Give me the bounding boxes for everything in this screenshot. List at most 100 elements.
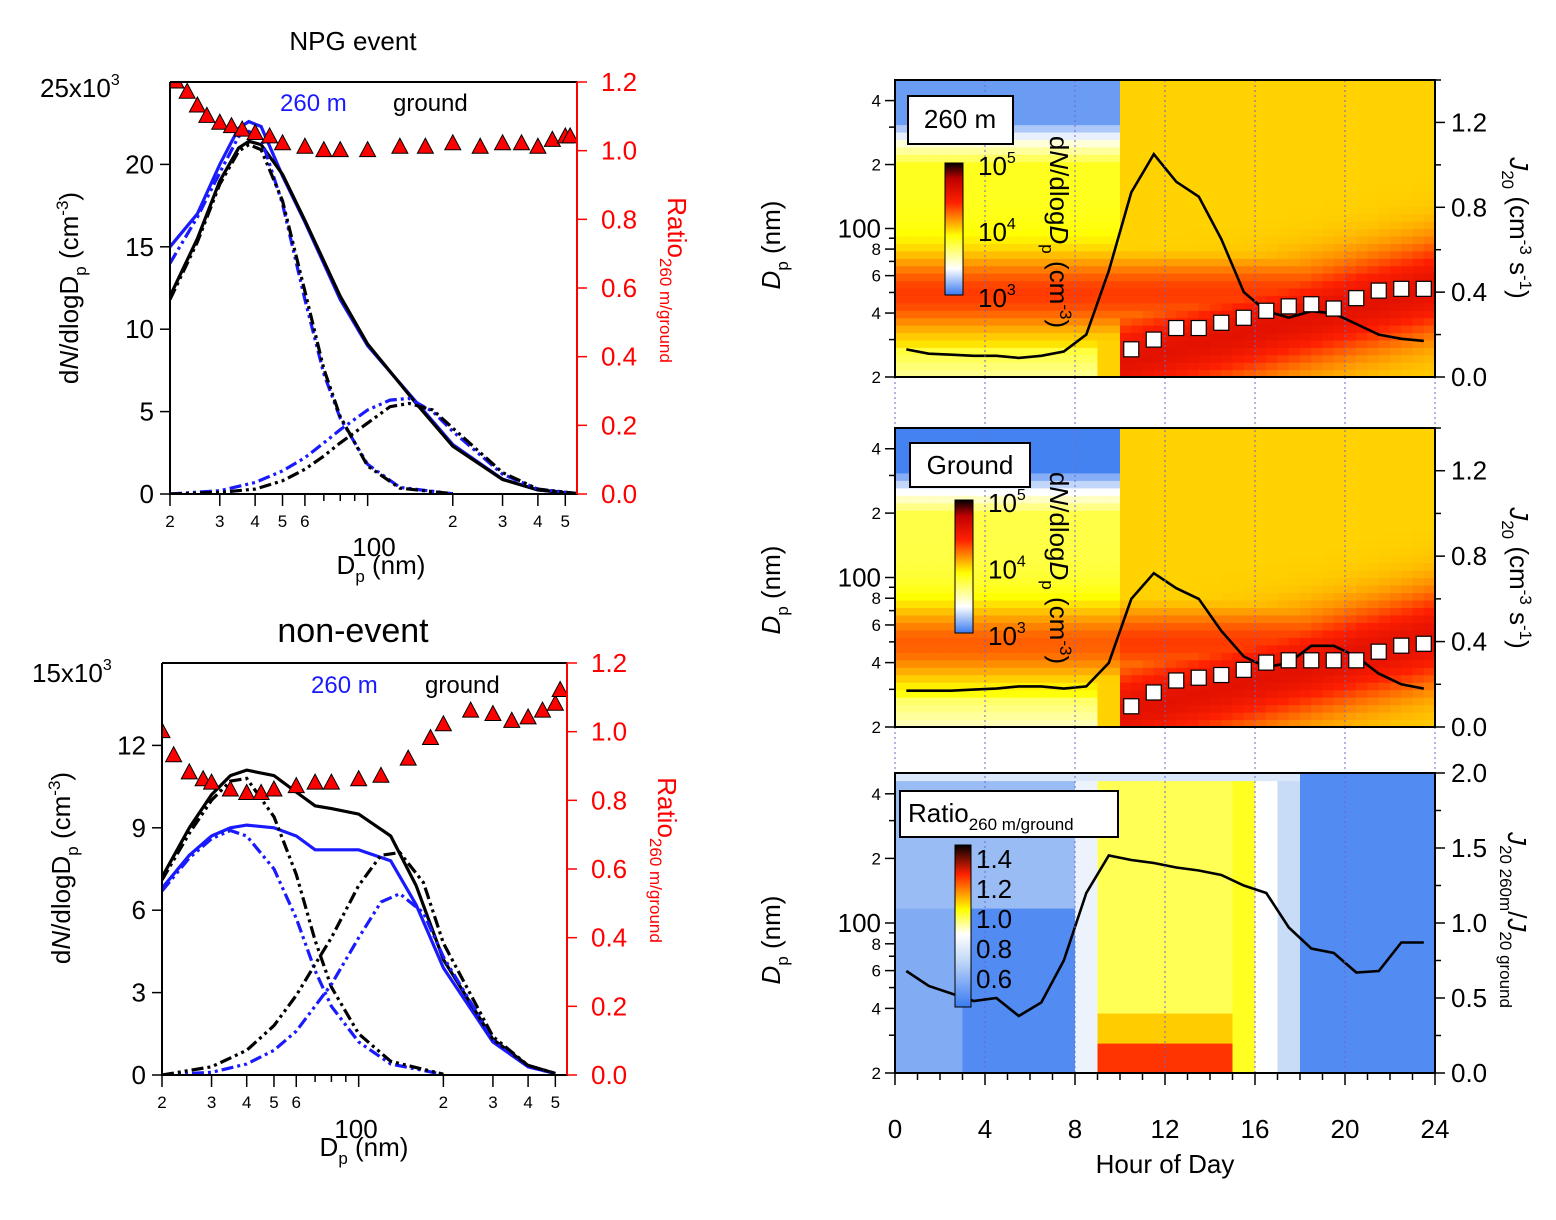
heat-cell [1378,629,1391,638]
heat-cell [1243,94,1256,103]
heat-cell [1120,945,1132,954]
heat-cell [1266,94,1279,103]
heat-cell [1120,719,1132,727]
heat-cell [1165,1065,1177,1073]
heat-cell [996,773,1009,782]
heat-cell [1153,788,1166,797]
heat-cell [1176,607,1189,616]
heat-cell [973,555,986,564]
heat-cell [1423,295,1435,304]
heat-cell [1243,191,1256,200]
heat-cell [895,1043,907,1052]
heat-cell [1030,87,1042,96]
heat-cell [1423,206,1435,215]
heat-cell [985,848,997,857]
heat-cell [1322,362,1335,371]
heat-cell [1378,495,1391,504]
heat-cell [1345,206,1357,215]
heat-cell [1120,990,1132,999]
heat-cell [1063,206,1076,215]
heat-cell [1030,80,1042,89]
heat-cell [1176,480,1189,489]
heat-cell [1108,848,1121,857]
heat-cell [1142,131,1155,140]
heat-cell [1063,154,1076,163]
heat-cell [1412,325,1425,334]
heat-cell [985,198,997,207]
heat-cell [1277,139,1290,148]
heat-cell [1243,547,1256,556]
heat-cell [973,339,986,348]
heat-cell [1097,960,1110,969]
heat-cell [973,302,986,311]
ratio-marker [372,766,390,783]
heat-cell [1097,848,1110,857]
heat-cell [1097,1028,1110,1037]
heat-cell [1075,428,1087,437]
heat-cell [1176,146,1189,155]
heat-cell [1063,169,1076,178]
heat-cell [940,87,952,96]
heat-cell [1097,689,1110,698]
heat-cell [962,1013,975,1022]
heat-cell [895,191,907,200]
heat-cell [895,169,907,178]
heat-cell [1378,659,1391,668]
heat-cell [1108,652,1121,661]
heat-cell [1075,354,1087,363]
ratio-tick-label: 0.6 [591,854,627,884]
heat-cell [917,510,930,519]
heat-cell [1300,139,1312,148]
heat-cell [1356,510,1369,519]
heat-cell [1041,161,1054,170]
heat-cell [1097,930,1110,939]
heat-cell [1266,697,1279,706]
heat-cell [1277,622,1290,631]
heat-cell [1378,592,1391,601]
heat-cell [1063,1013,1076,1022]
heat-cell [1075,577,1087,586]
heat-cell [1288,265,1301,274]
heat-cell [951,310,964,319]
heat-cell [1288,369,1301,377]
heat-cell [1300,428,1312,437]
heat-cell [985,1050,997,1059]
heat-cell [1423,124,1435,133]
heat-cell [1052,960,1065,969]
heat-cell [1255,325,1267,334]
heat-cell [940,855,952,864]
heat-cell [1165,584,1177,594]
heat-cell [1052,131,1065,140]
heat-cell [1198,577,1211,586]
heat-cell [1131,1035,1144,1044]
heat-cell [1120,250,1132,259]
heat-cell [895,206,907,215]
heat-cell [1367,450,1380,459]
heat-cell [1052,525,1065,534]
heat-cell [928,525,941,534]
heat-cell [1142,198,1155,207]
heat-cell [996,317,1009,326]
heat-cell [1075,124,1087,133]
heat-cell [1120,614,1132,623]
heat-cell [1052,667,1065,676]
heat-cell [1322,369,1335,377]
heat-cell [1041,265,1054,274]
heat-cell [917,532,930,541]
heat-cell [951,317,964,326]
tl-xlabel: Dp (nm) [337,550,426,586]
heat-cell [1232,495,1245,504]
heat-cell [1165,221,1177,230]
heat-cell [1108,667,1121,676]
heat-cell [1075,94,1087,103]
heat-cell [1018,562,1031,571]
heat-cell [1097,332,1110,341]
heat-cell [1210,712,1222,721]
heat-cell [1345,465,1357,474]
heat-cell [1401,317,1414,326]
heat-cell [906,80,919,89]
heat-cell [1063,893,1076,902]
heat-cell [1097,570,1110,579]
ratio-marker [391,137,409,154]
heat-cell [1120,562,1132,571]
